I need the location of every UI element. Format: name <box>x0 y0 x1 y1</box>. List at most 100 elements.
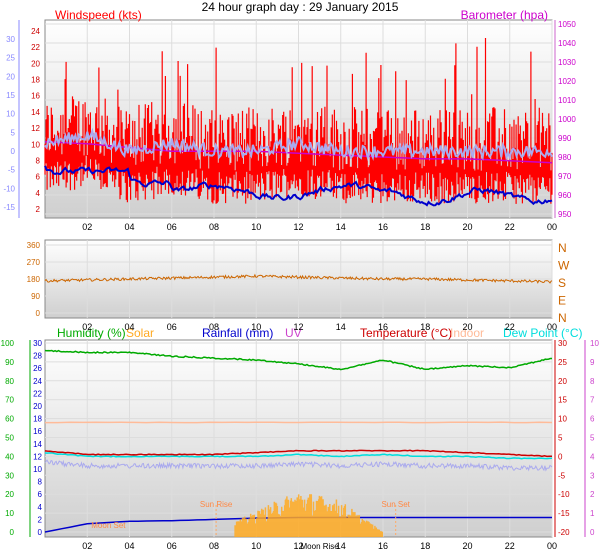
x-tick-label: 10 <box>251 222 261 232</box>
temperature-tick-label: -5 <box>558 471 566 480</box>
rainfall-tick-label: 6 <box>38 490 43 499</box>
temperature-tick-label: 10 <box>558 415 567 424</box>
climate-panel-series <box>44 349 553 537</box>
wind-inner-tick-label: 6 <box>36 173 41 182</box>
x-tick-label: 18 <box>420 541 430 551</box>
humidity-tick-label: 30 <box>5 471 14 480</box>
barometer-tick-label: 1010 <box>558 96 576 105</box>
x-tick-label: 00 <box>547 322 557 332</box>
humidity-tick-label: 60 <box>5 415 14 424</box>
x-tick-label: 02 <box>82 322 92 332</box>
uv-tick-label: 0 <box>590 528 595 537</box>
barometer-tick-label: 950 <box>558 210 572 219</box>
wind-outer-tick-label: 20 <box>6 72 15 81</box>
climate-panel-annotations: Sun Rise Sun Set Moon Set Moon Rise <box>91 500 410 551</box>
barometer-tick-label: 1000 <box>558 115 576 124</box>
barometer-tick-label: 1030 <box>558 58 576 67</box>
x-tick-label: 14 <box>336 322 346 332</box>
rainfall-tick-label: 26 <box>33 364 42 373</box>
x-tick-label: 08 <box>209 322 219 332</box>
legend-entry: Dew Point (°C) <box>503 326 582 340</box>
x-tick-label: 02 <box>82 222 92 232</box>
wind-outer-tick-label: -5 <box>8 166 16 175</box>
x-tick-label: 22 <box>505 541 515 551</box>
uv-tick-label: 2 <box>590 490 595 499</box>
wind-inner-tick-label: 20 <box>31 59 40 68</box>
legend-entry: Humidity (%) <box>57 326 126 340</box>
x-tick-label: 06 <box>167 322 177 332</box>
x-tick-label: 00 <box>547 541 557 551</box>
wind-inner-tick-label: 10 <box>31 140 40 149</box>
direction-panel-series <box>44 273 553 284</box>
uv-tick-label: 9 <box>590 358 595 367</box>
rainfall-tick-label: 16 <box>33 427 42 436</box>
x-tick-label: 12 <box>293 222 303 232</box>
x-tick-label: 04 <box>124 222 134 232</box>
humidity-tick-label: 100 <box>1 339 15 348</box>
direction-degree-label: 180 <box>27 275 41 284</box>
rainfall-tick-label: 24 <box>33 377 42 386</box>
rainfall-tick-label: 30 <box>33 339 42 348</box>
barometer-tick-label: 960 <box>558 191 572 200</box>
uv-tick-label: 4 <box>590 452 595 461</box>
wind-average-series <box>44 127 553 162</box>
barometer-tick-label: 990 <box>558 134 572 143</box>
legend-entry: Solar <box>126 326 154 340</box>
wind-inner-tick-label: 24 <box>31 27 40 36</box>
direction-compass-label: S <box>558 276 566 290</box>
uv-tick-label: 6 <box>590 415 595 424</box>
wind-outer-tick-label: 30 <box>6 35 15 44</box>
barometer-tick-label: 1020 <box>558 77 576 86</box>
climate-panel-grid <box>45 340 553 537</box>
windspeed-axis-label: Windspeed (kts) <box>55 8 142 22</box>
uv-tick-label: 8 <box>590 377 595 386</box>
wind-inner-tick-label: 22 <box>31 43 40 52</box>
temperature-tick-label: 0 <box>558 452 563 461</box>
x-tick-label: 16 <box>378 222 388 232</box>
wind-inner-tick-label: 4 <box>36 189 41 198</box>
rainfall-tick-label: 2 <box>38 515 43 524</box>
x-tick-label: 20 <box>462 541 472 551</box>
x-tick-label: 06 <box>167 541 177 551</box>
temperature-series <box>44 449 552 458</box>
x-tick-label: 18 <box>420 322 430 332</box>
wind-inner-tick-label: 12 <box>31 124 40 133</box>
temperature-tick-label: -15 <box>558 509 570 518</box>
solar-series <box>234 494 384 537</box>
uv-tick-label: 1 <box>590 509 595 518</box>
x-tick-label: 00 <box>547 222 557 232</box>
direction-degree-label: 0 <box>36 309 41 318</box>
direction-compass-label: N <box>558 241 567 255</box>
temperature-tick-label: 30 <box>558 339 567 348</box>
uv-noise-series <box>44 459 553 472</box>
temperature-tick-label: 15 <box>558 396 567 405</box>
direction-degree-label: 90 <box>31 292 40 301</box>
x-tick-label: 02 <box>82 541 92 551</box>
wind-outer-tick-label: -15 <box>3 203 15 212</box>
x-tick-label: 10 <box>251 541 261 551</box>
indoor-temperature-series <box>45 421 553 424</box>
barometer-axis-label: Barometer (hpa) <box>461 8 548 22</box>
wind-panel-series <box>44 38 553 207</box>
temperature-tick-label: 25 <box>558 358 567 367</box>
rainfall-tick-label: 0 <box>38 528 43 537</box>
direction-compass-label: E <box>558 294 566 308</box>
uv-tick-label: 5 <box>590 434 595 443</box>
barometer-tick-label: 970 <box>558 172 572 181</box>
uv-tick-label: 3 <box>590 471 595 480</box>
rainfall-tick-label: 18 <box>33 415 42 424</box>
x-tick-label: 14 <box>336 222 346 232</box>
x-tick-label: 06 <box>167 222 177 232</box>
wind-inner-tick-label: 14 <box>31 108 40 117</box>
rainfall-tick-label: 28 <box>33 352 42 361</box>
rainfall-tick-label: 12 <box>33 452 42 461</box>
wind-lull-series <box>44 165 553 207</box>
legend-entry: Rainfall (mm) <box>202 326 273 340</box>
legend-entry: Indoor <box>450 326 484 340</box>
legend-entry: UV <box>285 326 302 340</box>
x-tick-label: 12 <box>293 322 303 332</box>
direction-degree-label: 270 <box>27 258 41 267</box>
humidity-tick-label: 40 <box>5 452 14 461</box>
direction-degree-label: 360 <box>27 241 41 250</box>
